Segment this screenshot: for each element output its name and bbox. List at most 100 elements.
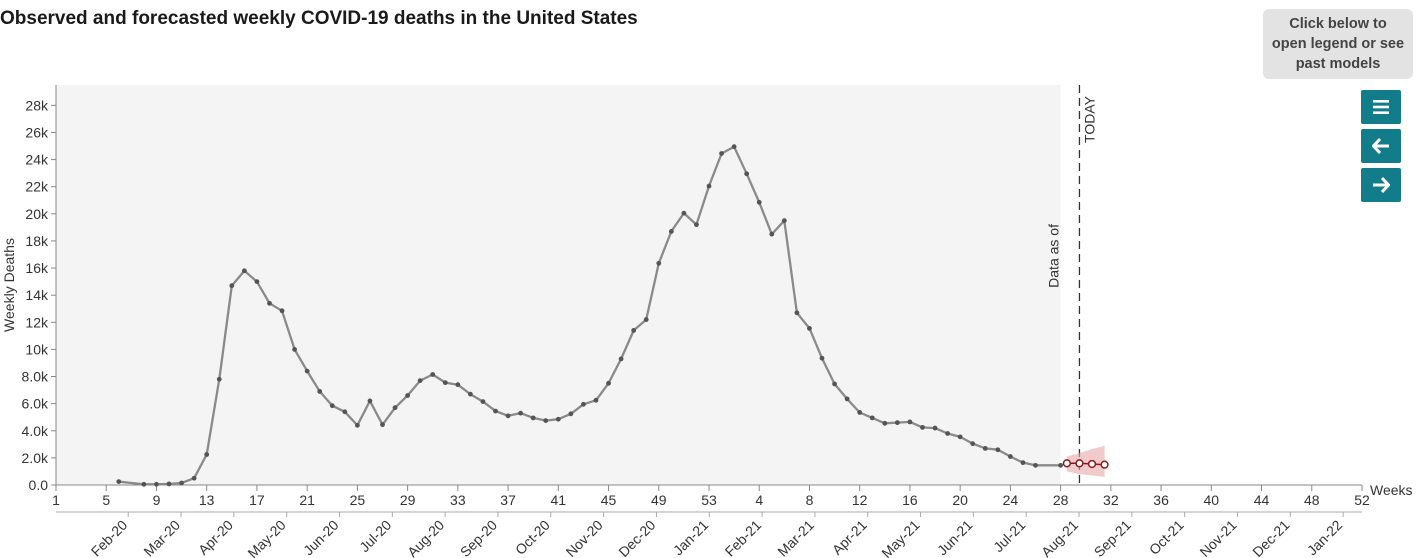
observed-data-point bbox=[455, 382, 461, 388]
observed-data-point bbox=[530, 415, 536, 421]
x-week-tick-label: 13 bbox=[199, 492, 215, 508]
observed-data-point bbox=[166, 481, 172, 487]
observed-data-point bbox=[807, 325, 812, 331]
month-tick-label: Jul-21 bbox=[990, 517, 1028, 555]
observed-data-point bbox=[179, 480, 184, 486]
month-tick-label: Feb-20 bbox=[88, 517, 131, 558]
month-tick-label: Apr-21 bbox=[829, 517, 870, 558]
observed-data-point bbox=[618, 356, 624, 362]
previous-model-button[interactable] bbox=[1361, 129, 1401, 163]
observed-data-point bbox=[229, 283, 235, 289]
y-tick-label: 28k bbox=[25, 97, 49, 113]
observed-data-point bbox=[116, 479, 122, 485]
next-model-button[interactable] bbox=[1361, 168, 1401, 202]
data-as-of-label: Data as of bbox=[1045, 224, 1061, 288]
x-week-tick-label: 41 bbox=[551, 492, 567, 508]
observed-data-point bbox=[254, 279, 260, 285]
observed-data-point bbox=[857, 410, 863, 415]
menu-icon bbox=[1373, 100, 1389, 114]
observed-data-point bbox=[204, 452, 210, 457]
observed-data-point bbox=[781, 218, 787, 223]
observed-data-point bbox=[631, 328, 637, 333]
observed-data-point bbox=[292, 347, 297, 352]
observed-data-point bbox=[744, 171, 750, 177]
observed-data-point bbox=[593, 397, 599, 403]
observed-data-point bbox=[380, 422, 385, 428]
observed-data-point bbox=[957, 434, 963, 440]
month-tick-label: Apr-20 bbox=[195, 517, 236, 558]
observed-region-background bbox=[56, 85, 1061, 485]
arrow-right-icon bbox=[1373, 177, 1390, 193]
month-tick-label: Nov-21 bbox=[1196, 517, 1239, 558]
observed-data-point bbox=[794, 310, 800, 316]
observed-data-point bbox=[568, 411, 574, 417]
observed-data-point bbox=[719, 151, 724, 156]
observed-data-point bbox=[417, 378, 423, 383]
y-tick-label: 2.0k bbox=[22, 450, 49, 466]
y-tick-label: 24k bbox=[25, 152, 49, 168]
observed-data-point bbox=[1007, 454, 1013, 459]
today-label: TODAY bbox=[1081, 95, 1097, 143]
month-tick-label: May-20 bbox=[244, 517, 288, 558]
x-week-tick-label: 44 bbox=[1254, 492, 1270, 508]
y-tick-label: 16k bbox=[25, 260, 49, 276]
observed-data-point bbox=[279, 308, 285, 314]
observed-data-point bbox=[819, 355, 825, 361]
y-tick-label: 26k bbox=[25, 124, 49, 140]
x-week-tick-label: 33 bbox=[450, 492, 466, 508]
open-legend-button[interactable]: Click below to open legend or see past m… bbox=[1263, 9, 1413, 79]
observed-data-point bbox=[932, 425, 938, 431]
observed-data-point bbox=[920, 424, 925, 430]
menu-button[interactable] bbox=[1361, 90, 1401, 124]
observed-data-point bbox=[882, 420, 888, 426]
observed-data-point bbox=[518, 410, 524, 416]
x-week-tick-label: 52 bbox=[1354, 492, 1370, 508]
observed-data-point bbox=[442, 380, 448, 386]
x-week-tick-label: 16 bbox=[902, 492, 918, 508]
observed-data-point bbox=[329, 403, 335, 409]
observed-data-point bbox=[982, 445, 988, 451]
x-week-tick-label: 21 bbox=[299, 492, 315, 508]
observed-data-point bbox=[581, 401, 586, 407]
observed-data-point bbox=[480, 399, 486, 405]
observed-data-point bbox=[995, 447, 1001, 453]
observed-data-point bbox=[468, 391, 473, 397]
x-week-tick-label: 28 bbox=[1053, 492, 1069, 508]
x-week-tick-label: 29 bbox=[400, 492, 416, 508]
month-tick-label: Jul-20 bbox=[356, 517, 394, 555]
month-tick-label: Aug-20 bbox=[404, 517, 447, 558]
y-tick-label: 8.0k bbox=[22, 369, 49, 385]
observed-data-point bbox=[907, 419, 913, 425]
observed-data-point bbox=[945, 431, 950, 436]
y-tick-label: 18k bbox=[25, 233, 49, 249]
observed-data-point bbox=[668, 229, 674, 234]
y-tick-label: 0.0 bbox=[29, 477, 49, 493]
y-tick-label: 4.0k bbox=[22, 423, 49, 439]
observed-data-point bbox=[731, 144, 737, 150]
observed-data-point bbox=[354, 422, 360, 428]
observed-data-point bbox=[405, 393, 411, 398]
observed-data-point bbox=[1020, 460, 1026, 466]
observed-data-point bbox=[367, 398, 373, 404]
x-axis-title: Weeks bbox=[1370, 482, 1413, 498]
x-week-tick-label: 36 bbox=[1153, 492, 1169, 508]
y-tick-label: 12k bbox=[25, 314, 49, 330]
arrow-left-icon bbox=[1372, 138, 1389, 154]
forecast-data-point bbox=[1087, 459, 1097, 469]
observed-data-point bbox=[756, 199, 762, 205]
observed-data-point bbox=[970, 441, 976, 447]
observed-data-point bbox=[643, 317, 649, 322]
observed-data-point bbox=[505, 413, 511, 419]
x-week-tick-label: 53 bbox=[701, 492, 717, 508]
month-tick-label: Sep-20 bbox=[457, 517, 500, 558]
x-week-tick-label: 40 bbox=[1204, 492, 1220, 508]
month-tick-label: Feb-21 bbox=[722, 517, 765, 558]
forecast-interval-band bbox=[1066, 445, 1105, 477]
observed-data-point bbox=[769, 231, 775, 237]
observed-data-point bbox=[894, 420, 900, 426]
forecast-data-point bbox=[1075, 459, 1084, 468]
x-week-tick-label: 12 bbox=[852, 492, 868, 508]
month-tick-label: Dec-21 bbox=[1249, 517, 1292, 558]
observed-data-point bbox=[1058, 462, 1064, 468]
observed-data-point bbox=[706, 183, 712, 189]
